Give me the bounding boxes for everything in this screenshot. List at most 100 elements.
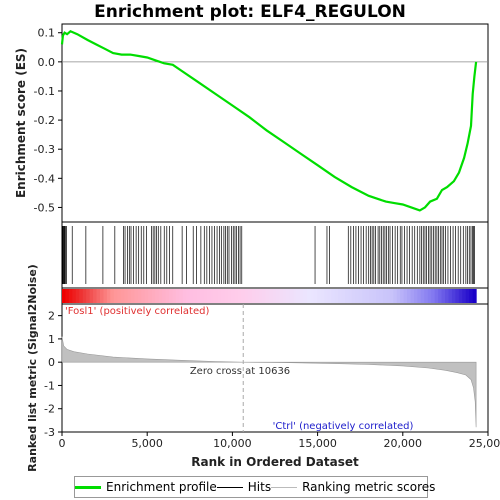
heat-bar-segment	[196, 289, 201, 303]
heat-bar-segment	[103, 289, 108, 303]
heat-bar-segment	[141, 289, 146, 303]
heat-bar-segment	[313, 289, 318, 303]
heat-bar-segment	[275, 289, 280, 303]
metric-y-axis: 2 1 0 -1 -2 -3	[44, 310, 62, 439]
heat-bar-segment	[365, 289, 370, 303]
heat-bar-segment	[262, 289, 267, 303]
heat-bar-segment	[117, 289, 122, 303]
legend-swatch-enrichment	[75, 485, 101, 489]
heat-bar-segment	[317, 289, 322, 303]
heat-bar-segment	[210, 289, 215, 303]
heat-bar-segment	[203, 289, 208, 303]
es-tick-label: 0.1	[38, 27, 56, 40]
heat-bar-segment	[272, 289, 277, 303]
heat-bar-segment	[99, 289, 105, 303]
heat-bar-segment	[400, 289, 405, 303]
heat-bar-segment	[200, 289, 205, 303]
legend-item-enrichment: Enrichment profile	[75, 480, 217, 494]
heat-bar-segment	[393, 289, 398, 303]
heat-bar-segment	[79, 289, 84, 303]
heat-bar-segment	[334, 289, 339, 303]
heat-bar-segment	[369, 289, 374, 303]
heat-bar-segment	[124, 289, 129, 303]
heat-bar-segment	[110, 289, 115, 303]
heat-bar-segment	[137, 289, 142, 303]
heat-bar-segment	[427, 289, 432, 303]
heat-bar-segment	[269, 289, 274, 303]
heat-bar-segment	[410, 289, 415, 303]
heat-bar-segment	[241, 289, 246, 303]
heat-bar-segment	[438, 289, 443, 303]
heat-bar-segment	[279, 289, 284, 303]
heat-bar-segment	[469, 289, 474, 303]
heat-bar-segment	[396, 289, 401, 303]
heat-bar-segment	[62, 289, 67, 303]
heat-bar-segment	[344, 289, 349, 303]
es-tick-label: -0.4	[34, 172, 55, 185]
heat-bar-segment	[331, 289, 336, 303]
heat-bar-segment	[158, 289, 163, 303]
es-y-axis-label: Enrichment score (ES)	[14, 48, 28, 198]
x-tick-label: 10,000	[213, 437, 252, 450]
heat-bar-segment	[472, 289, 477, 303]
heat-bar-segment	[445, 289, 450, 303]
heat-bar-segment	[379, 289, 384, 303]
heat-bar-segment	[306, 289, 312, 303]
legend-item-hits: Hits	[216, 480, 272, 494]
heat-bar-segment	[296, 289, 301, 303]
metric-tick-label: -1	[44, 379, 55, 392]
heat-bar-segment	[144, 289, 149, 303]
heat-bar-segment	[220, 289, 225, 303]
heat-bar-segment	[213, 289, 218, 303]
heat-bar-segment	[413, 289, 419, 303]
heat-bar-segment	[389, 289, 394, 303]
heat-bar-segment	[289, 289, 294, 303]
heat-bar-segment	[231, 289, 236, 303]
legend-swatch-metric	[271, 486, 298, 488]
heat-bar-segment	[148, 289, 153, 303]
heat-bar-segment	[68, 289, 73, 303]
heat-bar-segment	[286, 289, 291, 303]
heat-bar-segment	[338, 289, 343, 303]
heat-bar-segment	[251, 289, 256, 303]
heat-bar-segment	[351, 289, 356, 303]
enrichment-curve	[60, 30, 478, 212]
negative-correlation-label: 'Ctrl' (negatively correlated)	[273, 421, 414, 432]
metric-panel-frame	[61, 303, 489, 433]
heat-bar-segment	[417, 289, 422, 303]
metric-tick-label: -3	[44, 426, 55, 439]
heat-bar-segment	[407, 289, 412, 303]
metric-tick-label: 0	[48, 356, 55, 369]
heat-bar-segment	[217, 289, 222, 303]
heat-bar-segment	[420, 289, 425, 303]
x-tick-label: 20,000	[384, 437, 423, 450]
heat-bar-segment	[168, 289, 174, 303]
heat-bar-segment	[434, 289, 439, 303]
heat-bar-segment	[341, 289, 346, 303]
hit-marks	[62, 226, 475, 284]
heat-bar-segment	[376, 289, 381, 303]
x-tick-label: 5,000	[131, 437, 163, 450]
legend-label-hits: Hits	[247, 480, 272, 494]
es-tick-label: -0.5	[34, 201, 55, 214]
heat-bar-segment	[244, 289, 249, 303]
heat-bar-segment	[186, 289, 191, 303]
heat-bar-segment	[458, 289, 463, 303]
metric-area	[61, 336, 477, 428]
heat-bar-segment	[237, 289, 243, 303]
heat-bar-segment	[431, 289, 436, 303]
ranked-heat-bar	[62, 289, 477, 303]
heat-bar-segment	[451, 289, 456, 303]
heat-bar-segment	[441, 289, 446, 303]
heat-bar-segment	[348, 289, 353, 303]
legend-label-enrichment: Enrichment profile	[106, 480, 217, 494]
x-tick-label: 25,000	[469, 437, 500, 450]
heat-bar-segment	[320, 289, 325, 303]
x-tick-label: 15,000	[298, 437, 337, 450]
heat-bar-segment	[455, 289, 460, 303]
heat-bar-segment	[175, 289, 180, 303]
heat-bar-segment	[65, 289, 70, 303]
legend-item-metric: Ranking metric scores	[271, 480, 435, 494]
heat-bar-segment	[358, 289, 363, 303]
